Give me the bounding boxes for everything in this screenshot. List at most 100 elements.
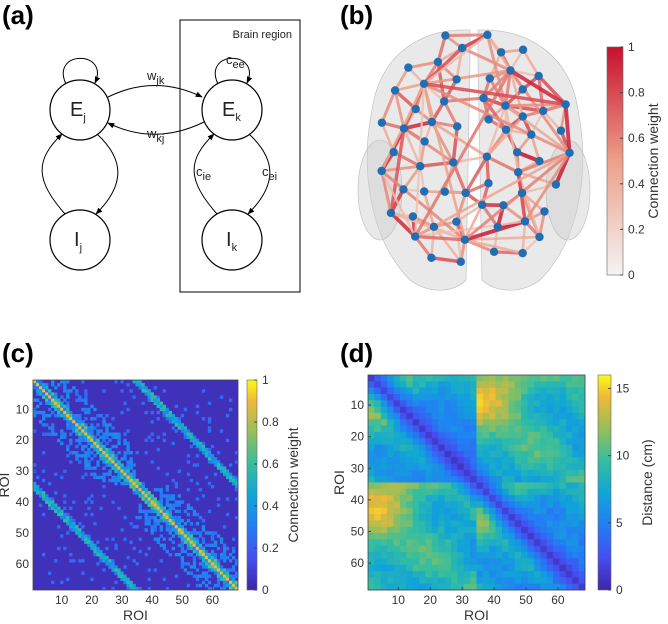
matrix-cell: [450, 463, 458, 471]
matrix-cell: [578, 488, 586, 496]
matrix-cell: [540, 393, 548, 401]
matrix-cell: [138, 481, 142, 486]
colorbar-tick-label: 10: [616, 449, 630, 463]
matrix-cell: [444, 375, 452, 382]
matrix-cell: [105, 457, 109, 461]
matrix-cell: [502, 406, 509, 414]
matrix-cell: [476, 514, 484, 521]
matrix-cell: [117, 568, 121, 572]
matrix-cell: [96, 549, 100, 554]
matrix-cell: [111, 417, 115, 421]
matrix-cell: [168, 410, 172, 415]
matrix-cell: [189, 478, 194, 483]
matrix-cell: [171, 515, 175, 520]
matrix-cell: [406, 507, 413, 515]
matrix-cell: [180, 528, 185, 532]
matrix-cell: [165, 417, 169, 421]
matrix-cell: [42, 413, 46, 418]
matrix-cell: [540, 419, 548, 426]
matrix-cell: [147, 509, 151, 514]
matrix-cell: [425, 564, 433, 572]
matrix-cell: [108, 469, 112, 473]
matrix-cell: [144, 410, 148, 415]
matrix-cell: [444, 387, 452, 395]
matrix-cell: [533, 564, 541, 572]
matrix-cell: [126, 429, 130, 433]
matrix-cell: [99, 444, 103, 449]
matrix-cell: [168, 525, 172, 529]
matrix-cell: [162, 537, 166, 541]
matrix-cell: [90, 457, 94, 461]
matrix-cell: [69, 438, 73, 443]
node-symbol: I: [226, 229, 232, 251]
matrix-cell: [72, 413, 76, 418]
matrix-cell: [380, 539, 388, 547]
matrix-cell: [156, 509, 160, 514]
matrix-cell: [495, 514, 503, 521]
matrix-cell: [102, 417, 106, 421]
roi-node: [538, 106, 548, 116]
matrix-cell: [87, 451, 91, 455]
matrix-cell: [81, 534, 85, 538]
matrix-cell: [450, 431, 458, 439]
matrix-cell: [470, 507, 477, 515]
matrix-cell: [387, 552, 394, 559]
matrix-cell: [572, 444, 579, 452]
matrix-cell: [162, 518, 166, 523]
matrix-cell: [419, 539, 426, 547]
matrix-cell: [96, 552, 100, 557]
matrix-cell: [419, 520, 426, 528]
colorbar-tick-label: 5: [616, 516, 623, 530]
matrix-cell: [189, 522, 194, 526]
matrix-cell: [150, 531, 154, 535]
matrix-cell: [231, 478, 236, 483]
matrix-cell: [201, 540, 206, 544]
matrix-cell: [368, 393, 375, 401]
matrix-cell: [204, 574, 209, 578]
matrix-cell: [144, 528, 148, 532]
matrix-cell: [90, 543, 94, 548]
matrix-cell: [54, 392, 58, 396]
matrix-cell: [527, 457, 535, 464]
matrix-cell: [87, 466, 91, 470]
matrix-cell: [406, 482, 413, 490]
matrix-cell: [457, 545, 465, 553]
matrix-cell: [457, 375, 465, 382]
matrix-cell: [225, 546, 230, 551]
matrix-cell: [105, 413, 109, 418]
matrix-cell: [78, 413, 82, 418]
matrix-cell: [374, 469, 382, 477]
matrix-cell: [425, 450, 433, 458]
matrix-cell: [174, 515, 179, 520]
matrix-cell: [36, 389, 40, 393]
matrix-cell: [546, 552, 554, 559]
connection: [464, 235, 540, 242]
matrix-cell: [228, 559, 233, 563]
matrix-cell: [495, 393, 503, 401]
matrix-cell: [195, 454, 200, 458]
matrix-cell: [84, 444, 88, 449]
matrix-cell: [222, 577, 227, 582]
matrix-cell: [84, 451, 88, 455]
matrix-cell: [225, 556, 230, 560]
matrix-cell: [482, 393, 490, 401]
matrix-cell: [174, 503, 179, 507]
roi-node: [408, 212, 418, 221]
matrix-cell: [412, 571, 420, 578]
matrix-cell: [48, 401, 52, 406]
matrix-cell: [180, 426, 185, 430]
matrix-cell: [36, 475, 40, 480]
matrix-cell: [96, 432, 100, 436]
matrix-cell: [93, 441, 97, 446]
matrix-cell: [75, 432, 79, 436]
matrix-cell: [425, 393, 433, 401]
matrix-cell: [177, 423, 182, 427]
matrix-cell: [476, 387, 484, 395]
matrix-cell: [399, 400, 407, 407]
matrix-cell: [213, 463, 218, 467]
matrix-cell: [99, 454, 103, 458]
matrix-cell: [438, 488, 445, 496]
matrix-cell: [495, 431, 503, 439]
matrix-cell: [66, 447, 70, 452]
matrix-cell: [380, 545, 388, 553]
